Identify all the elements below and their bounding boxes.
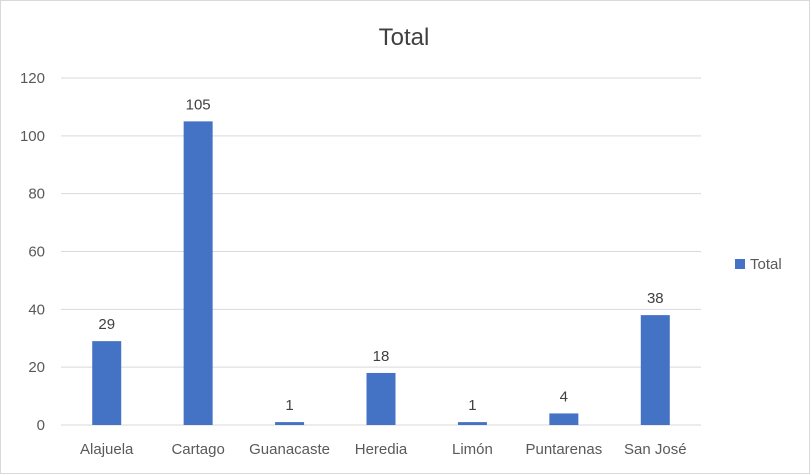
y-tick-label: 80 (28, 186, 45, 203)
x-category-label-2: Guanacaste (249, 441, 330, 458)
y-tick-label: 40 (28, 301, 45, 318)
bar-0 (92, 341, 122, 425)
y-tick-label: 60 (28, 244, 45, 261)
legend-label-total: Total (750, 256, 782, 273)
bar-3 (366, 372, 396, 425)
bar-5 (549, 413, 579, 425)
x-category-label-1: Cartago (171, 441, 224, 458)
gridlines (61, 77, 701, 426)
bar-4 (457, 422, 487, 425)
bars (92, 121, 670, 425)
y-tick-label: 20 (28, 359, 45, 376)
data-label-3: 18 (373, 348, 390, 365)
data-label-0: 29 (98, 316, 115, 333)
data-label-1: 105 (186, 96, 211, 113)
x-axis-categories: Alajuela Cartago Guanacaste Heredia Limón Pun… (80, 441, 687, 458)
legend-swatch (735, 259, 745, 269)
x-category-label-6: San José (624, 441, 687, 458)
chart-title: Total (379, 24, 430, 51)
data-label-4: 1 (468, 397, 476, 414)
data-labels: 29 105 1 18 1 4 38 (98, 96, 663, 414)
y-tick-label: 120 (20, 70, 45, 87)
x-category-label-3: Heredia (355, 441, 408, 458)
y-tick-label: 100 (20, 128, 45, 145)
bar-1 (183, 121, 213, 425)
y-axis-ticks: 0 20 40 60 80 100 120 (20, 70, 45, 434)
x-category-label-4: Limón (452, 441, 493, 458)
bar-2 (275, 422, 305, 425)
data-label-6: 38 (647, 290, 664, 307)
x-category-label-5: Puntarenas (525, 441, 602, 458)
data-label-5: 4 (560, 388, 568, 405)
bar-6 (640, 315, 670, 425)
x-category-label-0: Alajuela (80, 441, 134, 458)
legend: Total (735, 256, 782, 273)
data-label-2: 1 (285, 397, 293, 414)
y-tick-label: 0 (37, 417, 45, 434)
